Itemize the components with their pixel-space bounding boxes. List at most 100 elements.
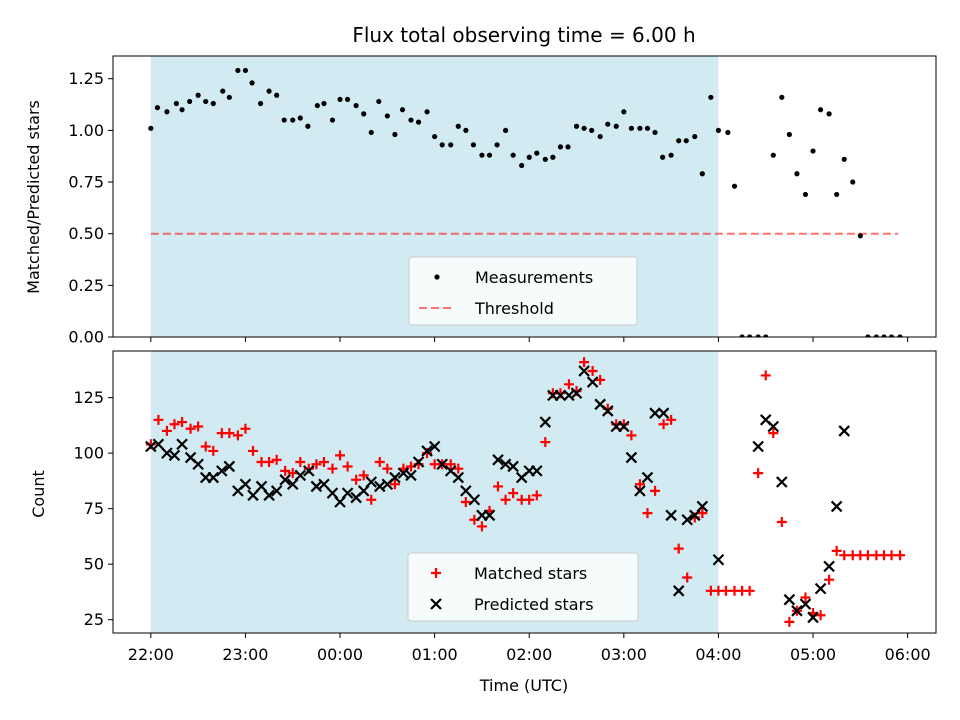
predicted-stars-point <box>672 585 685 597</box>
measurements-point <box>755 334 761 337</box>
measurements-point <box>802 191 809 198</box>
legend-threshold-label: Threshold <box>474 299 554 318</box>
measurements-point <box>494 142 500 148</box>
measurements-point <box>470 142 477 148</box>
matched-stars-point <box>208 445 219 456</box>
measurements-point <box>581 125 587 131</box>
predicted-stars-point <box>452 471 465 484</box>
measurements-point <box>203 98 209 105</box>
measurements-point <box>542 156 548 162</box>
predicted-stars-point <box>507 460 519 473</box>
predicted-stars-point <box>412 456 425 468</box>
matched-stars-point <box>271 454 282 465</box>
measurements-point <box>266 88 272 94</box>
predicted-stars-point <box>783 593 796 606</box>
matched-stars-point <box>169 419 180 430</box>
measurements-series <box>148 67 903 337</box>
matched-stars-point <box>697 508 708 519</box>
measurements-point <box>164 109 170 115</box>
predicted-stars-point <box>791 605 803 617</box>
matched-stars-point <box>634 479 645 490</box>
predicted-stars-point <box>279 474 291 486</box>
matched-stars-point <box>232 430 243 441</box>
legend-matched-stars-marker <box>431 568 441 578</box>
measurements-point <box>463 127 469 133</box>
y-tick-label: 125 <box>73 388 104 407</box>
y-tick-label: 1.00 <box>68 121 104 140</box>
measurements-point <box>519 162 525 169</box>
matched-stars-point <box>595 374 606 385</box>
matched-stars-point <box>153 414 164 425</box>
plot-area <box>148 67 903 337</box>
predicted-stars-point <box>531 465 543 477</box>
measurements-point <box>637 125 643 131</box>
measurements-point <box>242 67 249 74</box>
matched-stars-point <box>311 459 322 470</box>
axes-frame <box>112 350 937 634</box>
y-tick-label: 0.50 <box>68 224 104 243</box>
predicted-stars-point <box>389 471 401 484</box>
measurements-point <box>305 123 311 129</box>
matched-stars-series <box>145 357 906 627</box>
measurements-point <box>652 129 658 136</box>
measurements-point <box>794 171 800 177</box>
predicted-stars-point <box>168 449 181 462</box>
y-tick-label: 0.00 <box>68 328 104 347</box>
legend-matched-stars-label: Matched stars <box>474 564 587 583</box>
matched-stars-point <box>673 543 684 554</box>
predicted-stars-point <box>492 454 504 466</box>
matched-stars-point <box>318 457 329 468</box>
predicted-stars-point <box>649 407 661 419</box>
matched-stars-point <box>650 485 661 496</box>
predicted-stars-point <box>681 513 693 526</box>
measurements-point <box>154 105 161 111</box>
matched-stars-point <box>500 494 511 505</box>
measurements-point <box>257 100 264 107</box>
measurements-point <box>699 171 705 177</box>
matched-stars-point <box>366 494 377 505</box>
predicted-stars-point <box>776 476 788 488</box>
matched-stars-point <box>760 370 771 381</box>
matched-stars-point <box>342 461 353 472</box>
x-tick-label: 22:00 <box>128 645 174 664</box>
predicted-stars-point <box>539 416 552 428</box>
measurements-point <box>597 133 603 140</box>
legend-measurements-marker <box>434 274 440 280</box>
measurements-point <box>290 117 296 123</box>
matched-stars-point <box>776 516 787 527</box>
y-tick-label: 100 <box>73 444 104 463</box>
measurements-point <box>368 129 374 136</box>
measurements-point <box>448 142 454 148</box>
measurements-point <box>715 127 722 133</box>
predicted-stars-point <box>176 438 188 451</box>
matched-stars-point <box>824 574 835 585</box>
matched-stars-point <box>768 428 779 439</box>
y-tick-label: 75 <box>84 499 104 518</box>
measurements-point <box>432 133 438 140</box>
predicted-stars-point <box>223 460 236 473</box>
legend: Matched stars Predicted stars <box>407 552 639 622</box>
legend-measurements-label: Measurements <box>475 268 593 287</box>
predicted-stars-point <box>192 458 204 471</box>
y-axis-label-count: Count <box>29 470 48 518</box>
matched-stars-point <box>744 585 755 596</box>
predicted-stars-point <box>601 405 614 417</box>
plot-area <box>145 357 906 627</box>
predicted-stars-point <box>752 440 764 453</box>
measurements-point <box>179 107 185 113</box>
predicted-stars-point <box>570 387 583 399</box>
measurements-point <box>314 102 320 109</box>
matched-stars-point <box>563 379 574 390</box>
matched-stars-point <box>335 450 346 461</box>
matched-stars-point <box>666 414 677 425</box>
measurements-point <box>392 131 398 138</box>
measurements-point <box>865 334 871 337</box>
x-tick-label: 05:00 <box>790 645 836 664</box>
predicted-stars-point <box>460 485 472 497</box>
matched-stars-point <box>579 357 590 368</box>
measurements-point <box>747 334 753 337</box>
measurements-point <box>534 150 540 156</box>
measurements-point <box>779 94 785 100</box>
predicted-stars-point <box>365 476 378 488</box>
